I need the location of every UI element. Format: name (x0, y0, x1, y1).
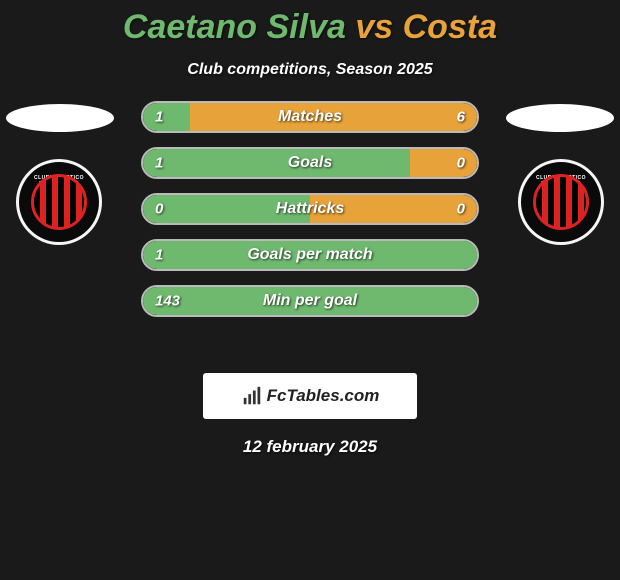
bar-fill-left (143, 103, 190, 131)
brand-box: FcTables.com (203, 373, 417, 419)
stat-row: 1 Goals per match (141, 239, 479, 271)
stat-value-left: 1 (155, 109, 163, 126)
comparison-title: Caetano Silva vs Costa (0, 0, 620, 47)
stat-row: 1 0 Goals (141, 147, 479, 179)
stat-label: Goals per match (247, 246, 372, 264)
badge-ring: CLUBE ATLETICO PARANAENSE (20, 163, 98, 241)
stat-label: Matches (278, 108, 342, 126)
bar-fill-right (410, 149, 477, 177)
club-badge-left: CLUBE ATLETICO PARANAENSE (16, 159, 102, 245)
badge-inner (533, 174, 589, 230)
club-badge-right: CLUBE ATLETICO PARANAENSE (518, 159, 604, 245)
stat-label: Min per goal (263, 292, 357, 310)
player1-name: Caetano Silva (123, 8, 346, 46)
subtitle: Club competitions, Season 2025 (0, 61, 620, 79)
shadow-ellipse-right (506, 104, 614, 132)
stat-bars: 1 6 Matches 1 0 Goals 0 0 Hattricks 1 Goals per ma… (141, 101, 479, 317)
stat-value-right: 0 (457, 201, 465, 218)
stat-value-right: 6 (457, 109, 465, 126)
badge-inner (31, 174, 87, 230)
stat-row: 143 Min per goal (141, 285, 479, 317)
bar-fill-left (143, 149, 410, 177)
stat-value-left: 1 (155, 155, 163, 172)
stat-label: Goals (288, 154, 332, 172)
stat-row: 1 6 Matches (141, 101, 479, 133)
date-label: 12 february 2025 (0, 437, 620, 457)
shadow-ellipse-left (6, 104, 114, 132)
stat-value-left: 143 (155, 293, 180, 310)
player2-name: Costa (403, 8, 497, 46)
stat-row: 0 0 Hattricks (141, 193, 479, 225)
brand-text: FcTables.com (267, 386, 380, 406)
stat-value-left: 0 (155, 201, 163, 218)
stat-value-right: 0 (457, 155, 465, 172)
stat-value-left: 1 (155, 247, 163, 264)
stat-label: Hattricks (276, 200, 344, 218)
badge-ring: CLUBE ATLETICO PARANAENSE (522, 163, 600, 241)
bar-chart-icon (241, 385, 263, 407)
comparison-body: CLUBE ATLETICO PARANAENSE CLUBE ATLETICO… (0, 101, 620, 361)
vs-label: vs (355, 8, 393, 46)
